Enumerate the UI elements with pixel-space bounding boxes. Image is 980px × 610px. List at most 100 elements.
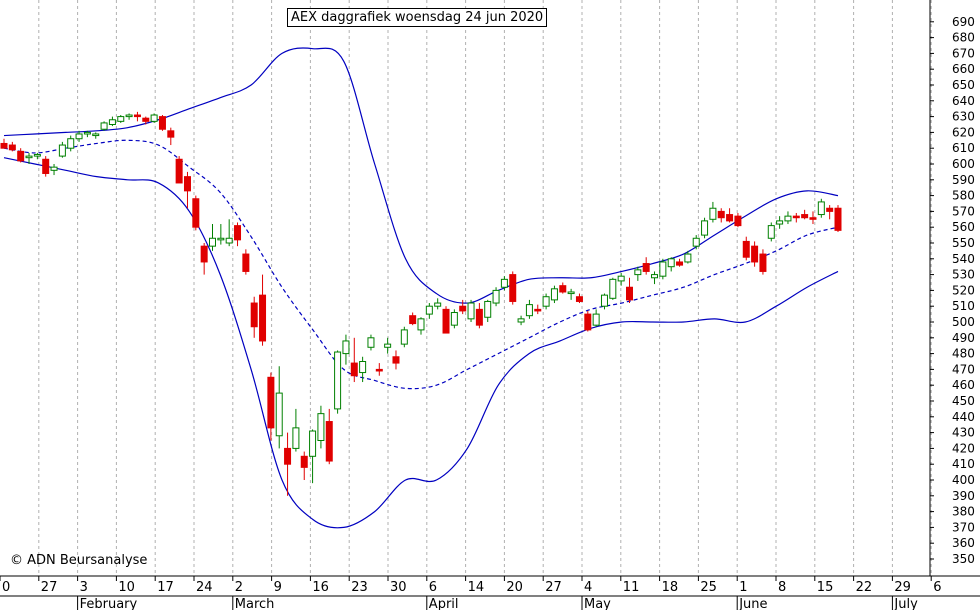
- candle: [701, 217, 709, 239]
- candle-body: [133, 114, 141, 118]
- candle-body: [92, 133, 100, 137]
- candle: [350, 337, 358, 383]
- y-tick-label: 670: [952, 46, 975, 60]
- candle: [826, 205, 834, 220]
- candle-body: [751, 245, 759, 263]
- candle-body: [0, 142, 8, 149]
- candle: [417, 317, 425, 335]
- y-tick-label: 480: [952, 347, 975, 361]
- candle: [717, 208, 725, 223]
- candle: [559, 282, 567, 294]
- candle-body: [726, 214, 734, 222]
- candle-body: [767, 225, 775, 239]
- candle: [784, 211, 792, 225]
- candle-body: [692, 237, 700, 247]
- y-tick-label: 490: [952, 331, 975, 345]
- candle-body: [434, 302, 442, 307]
- candle: [709, 201, 717, 223]
- candle: [242, 249, 250, 275]
- x-tick-label: 2: [235, 580, 243, 595]
- bollinger-bands: [3, 47, 839, 529]
- candle: [809, 211, 817, 225]
- y-tick-label: 510: [952, 299, 975, 313]
- candle-body: [200, 245, 208, 263]
- candle: [500, 276, 508, 291]
- candle: [626, 277, 633, 304]
- y-tick-label: 520: [952, 283, 975, 297]
- y-tick-label: 350: [952, 552, 975, 566]
- candle: [409, 312, 417, 326]
- candle: [67, 135, 75, 152]
- candle: [367, 334, 375, 351]
- candle-body: [592, 313, 600, 326]
- candle: [58, 141, 66, 158]
- y-axis: 3503603703803904004104204304404504604704…: [929, 0, 975, 576]
- x-tick-label: 25: [700, 580, 717, 595]
- candle-body: [417, 318, 425, 331]
- candle: [83, 130, 91, 138]
- y-tick-label: 470: [952, 362, 975, 376]
- candle: [425, 303, 433, 319]
- candle: [133, 111, 141, 122]
- y-tick-label: 580: [952, 189, 975, 203]
- candle-body: [183, 176, 191, 192]
- candle-body: [409, 315, 417, 325]
- y-tick-label: 560: [952, 220, 975, 234]
- candle-body: [509, 274, 517, 302]
- x-tick-label: 17: [157, 580, 174, 595]
- y-tick-label: 390: [952, 489, 975, 503]
- y-tick-label: 400: [952, 473, 975, 487]
- candle-body: [242, 253, 250, 272]
- candle: [667, 257, 675, 272]
- y-tick-label: 610: [952, 141, 975, 155]
- candle-body: [325, 421, 333, 462]
- candle: [183, 171, 191, 209]
- candle-body: [175, 158, 183, 184]
- candle: [742, 236, 750, 261]
- candle: [651, 271, 659, 285]
- candle: [284, 432, 292, 496]
- x-tick-label: 6: [429, 580, 437, 595]
- candle: [817, 198, 825, 218]
- candle-body: [425, 305, 433, 315]
- candle: [292, 408, 300, 452]
- month-label: March: [235, 597, 275, 610]
- candle-body: [484, 300, 492, 318]
- candle: [575, 293, 583, 304]
- month-label: July: [893, 597, 918, 610]
- candle-body: [217, 237, 225, 241]
- candle: [317, 405, 325, 449]
- chart-title: AEX daggrafiek woensdag 24 jun 2020: [287, 8, 548, 27]
- candle-body: [709, 207, 717, 220]
- candle-body: [600, 294, 608, 307]
- candle-body: [634, 269, 642, 276]
- candle: [0, 138, 8, 149]
- candle-body: [776, 220, 784, 225]
- x-tick-label: 16: [312, 580, 329, 595]
- candle-body: [734, 215, 742, 227]
- candle: [334, 350, 342, 414]
- x-tick-label: 0: [2, 580, 10, 595]
- candle: [300, 451, 308, 480]
- candle-body: [42, 158, 50, 174]
- x-tick-label: 24: [196, 580, 213, 595]
- candle-body: [25, 155, 33, 159]
- x-tick-label: 20: [506, 580, 523, 595]
- candle-body: [125, 114, 133, 118]
- candle: [275, 366, 283, 449]
- candle-body: [192, 198, 200, 228]
- candle-body: [100, 122, 108, 130]
- candle-body: [784, 215, 792, 222]
- candle: [384, 337, 392, 354]
- x-tick-label: 1: [739, 580, 747, 595]
- y-tick-label: 420: [952, 441, 975, 455]
- candle: [692, 235, 700, 250]
- candle-body: [517, 318, 525, 323]
- candle-body: [150, 114, 158, 122]
- candle: [225, 219, 233, 247]
- candle: [92, 132, 100, 139]
- x-axis: 0 27 3 10 17 24 2 9 16 23 30 6 14 20 27 4 11 18 25 1 8 15 22 29…: [0, 575, 980, 610]
- candle-body: [626, 286, 633, 301]
- candle-body: [826, 207, 834, 212]
- candle-body: [117, 116, 125, 122]
